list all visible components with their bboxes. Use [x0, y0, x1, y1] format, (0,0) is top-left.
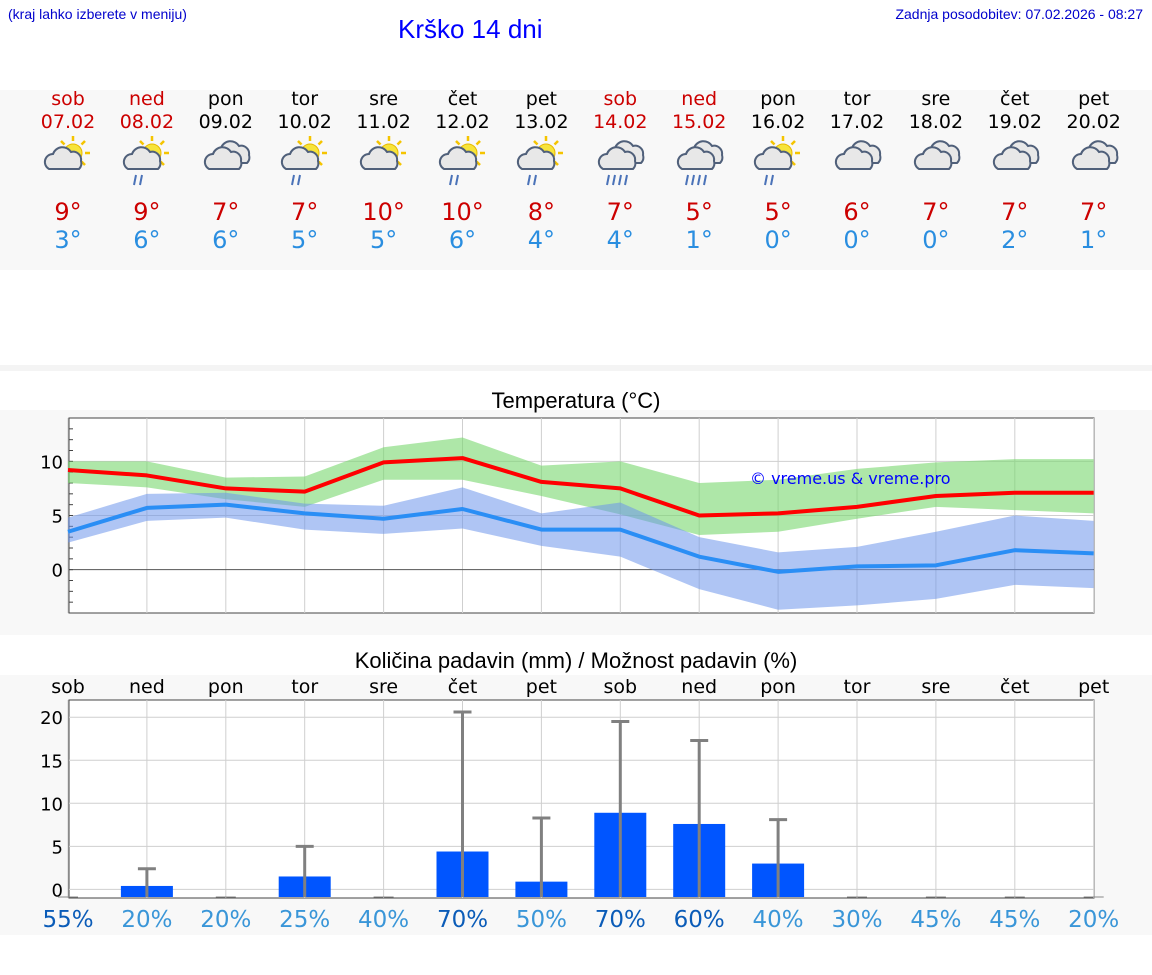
- temperature-chart-title: Temperatura (°C): [491, 388, 661, 413]
- temperature-band: [0, 410, 1152, 635]
- precipitation-chart-title: Količina padavin (mm) / Možnost padavin …: [354, 648, 798, 673]
- page-title: Krško 14 dni: [398, 14, 543, 44]
- last-updated: Zadnja posodobitev: 07.02.2026 - 08:27: [895, 6, 1143, 22]
- precipitation-band: [0, 675, 1152, 935]
- forecast-band: [0, 90, 1152, 270]
- separator: [0, 365, 1152, 371]
- location-hint[interactable]: (kraj lahko izberete v meniju): [8, 6, 187, 22]
